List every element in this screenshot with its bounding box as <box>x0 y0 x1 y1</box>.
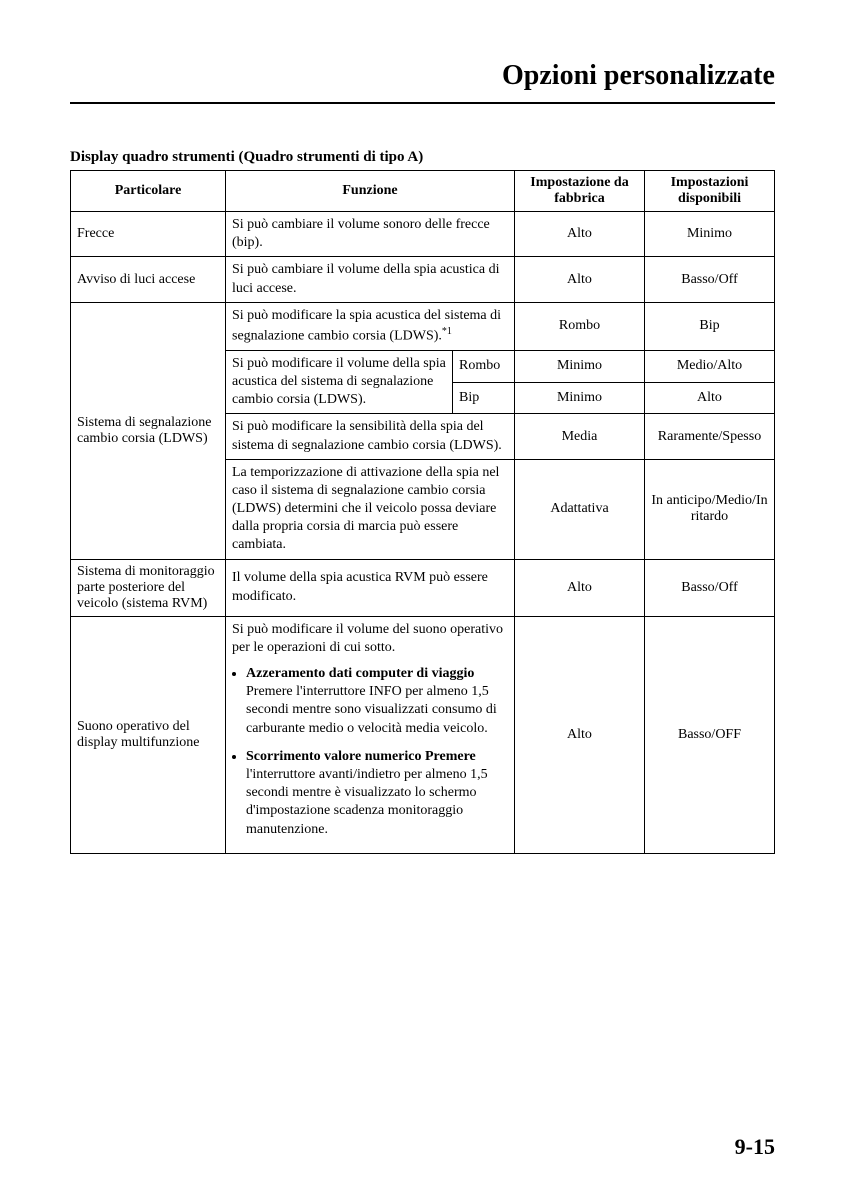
footnote-marker: *1 <box>442 326 452 337</box>
cell-funzione: La temporizzazione di attivazione della … <box>226 459 515 559</box>
table-header-row: Particolare Funzione Impostazione da fab… <box>71 171 775 212</box>
header-particolare: Particolare <box>71 171 226 212</box>
cell-fabbrica: Adattativa <box>515 459 645 559</box>
bullet-text: l'interruttore avanti/indietro per almen… <box>246 767 488 837</box>
cell-disponibili: Bip <box>645 302 775 350</box>
cell-fabbrica: Alto <box>515 257 645 302</box>
table-row: Sistema di segnalazione cambio corsia (L… <box>71 302 775 350</box>
cell-disponibili: Alto <box>645 382 775 414</box>
cell-particolare: Frecce <box>71 212 226 257</box>
list-item: Azzeramento dati computer di viaggio Pre… <box>246 665 508 738</box>
cell-disponibili: In anticipo/Medio/In ritardo <box>645 459 775 559</box>
cell-disponibili: Medio/Alto <box>645 350 775 382</box>
cell-disponibili: Minimo <box>645 212 775 257</box>
cell-funzione: Si può modificare la sensibilità della s… <box>226 414 515 459</box>
cell-fabbrica: Rombo <box>515 302 645 350</box>
table-row: Avviso di luci accese Si può cambiare il… <box>71 257 775 302</box>
table-row: Suono operativo del display multifunzion… <box>71 616 775 853</box>
cell-particolare: Suono operativo del display multifunzion… <box>71 616 226 853</box>
table-title: Display quadro strumenti (Quadro strumen… <box>70 149 775 166</box>
cell-disponibili: Basso/OFF <box>645 616 775 853</box>
cell-fabbrica: Alto <box>515 616 645 853</box>
bullet-bold: Azzeramento dati computer di viaggio <box>246 666 474 681</box>
header-funzione: Funzione <box>226 171 515 212</box>
cell-sublabel: Rombo <box>453 350 515 382</box>
cell-funzione: Si può modificare il volume della spia a… <box>226 350 453 414</box>
cell-sublabel: Bip <box>453 382 515 414</box>
funzione-intro: Si può modificare il volume del suono op… <box>232 621 508 657</box>
header-fabbrica: Impostazione da fabbrica <box>515 171 645 212</box>
page-number: 9-15 <box>735 1134 775 1160</box>
table-row: Frecce Si può cambiare il volume sonoro … <box>71 212 775 257</box>
page-title: Opzioni personalizzate <box>70 60 775 104</box>
settings-table: Particolare Funzione Impostazione da fab… <box>70 170 775 854</box>
cell-funzione: Si può cambiare il volume sonoro delle f… <box>226 212 515 257</box>
cell-particolare: Sistema di segnalazione cambio corsia (L… <box>71 302 226 559</box>
cell-funzione: Si può cambiare il volume della spia acu… <box>226 257 515 302</box>
cell-funzione: Si può modificare il volume del suono op… <box>226 616 515 853</box>
cell-funzione: Si può modificare la spia acustica del s… <box>226 302 515 350</box>
cell-disponibili: Basso/Off <box>645 559 775 616</box>
cell-fabbrica: Minimo <box>515 382 645 414</box>
table-row: Sistema di monitoraggio parte posteriore… <box>71 559 775 616</box>
cell-funzione: Il volume della spia acustica RVM può es… <box>226 559 515 616</box>
cell-fabbrica: Media <box>515 414 645 459</box>
header-disponibili: Impostazioni disponibili <box>645 171 775 212</box>
cell-fabbrica: Minimo <box>515 350 645 382</box>
bullet-text: Premere l'interruttore INFO per almeno 1… <box>246 684 497 735</box>
cell-disponibili: Raramente/Spesso <box>645 414 775 459</box>
cell-particolare: Sistema di monitoraggio parte posteriore… <box>71 559 226 616</box>
cell-fabbrica: Alto <box>515 212 645 257</box>
cell-disponibili: Basso/Off <box>645 257 775 302</box>
bullet-bold: Scorrimento valore numerico Premere <box>246 749 476 764</box>
cell-particolare: Avviso di luci accese <box>71 257 226 302</box>
cell-fabbrica: Alto <box>515 559 645 616</box>
funzione-text: Si può modificare la spia acustica del s… <box>232 308 501 344</box>
list-item: Scorrimento valore numerico Premere l'in… <box>246 748 508 839</box>
